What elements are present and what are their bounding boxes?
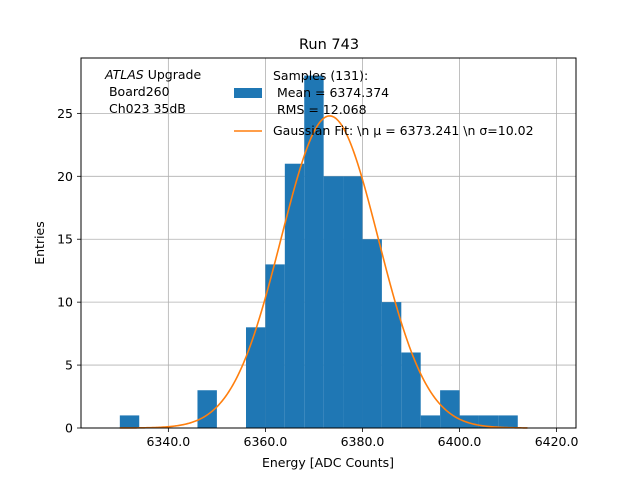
annotation-upgrade: Upgrade: [144, 67, 202, 82]
legend-mean-line: Mean = 6374.374: [273, 85, 389, 100]
histogram-bar: [459, 415, 479, 428]
histogram-bars: [119, 75, 518, 428]
y-axis-ticks: 0 5 10 15 20 25: [57, 106, 81, 436]
histogram-bar: [284, 163, 305, 428]
histogram-bar: [478, 415, 499, 428]
histogram-bar: [265, 264, 285, 428]
y-tick-label: 25: [57, 106, 73, 121]
histogram-bar: [246, 327, 266, 428]
y-tick-label: 10: [57, 295, 73, 310]
annotation-atlas: ATLAS: [104, 67, 144, 82]
histogram-bar: [323, 176, 344, 428]
plot-frame: [80, 57, 577, 429]
x-tick-label: 6380.0: [341, 434, 385, 449]
x-tick-label: 6360.0: [244, 434, 288, 449]
y-axis-label: Entries: [32, 221, 47, 265]
chart-title: Run 743: [299, 37, 359, 53]
legend: Samples (131): Mean = 6374.374 RMS = 12.…: [234, 68, 534, 138]
legend-fit-label: Gaussian Fit: \n μ = 6373.241 \n σ=10.02: [273, 123, 534, 138]
atlas-annotation: ATLAS Upgrade Board260 Ch023 35dB: [104, 67, 201, 116]
gaussian-fit-curve: [119, 115, 528, 429]
histogram-bar: [498, 415, 518, 428]
annotation-line-2: Board260: [105, 84, 170, 99]
y-tick-label: 20: [57, 169, 73, 184]
x-tick-label: 6420.0: [535, 434, 579, 449]
histogram-bar: [119, 415, 140, 428]
legend-rms-line: RMS = 12.068: [273, 102, 367, 117]
x-tick-label: 6400.0: [438, 434, 482, 449]
histogram-bar: [362, 239, 382, 428]
x-tick-label: 6340.0: [146, 434, 190, 449]
y-tick-label: 15: [57, 232, 73, 247]
legend-samples-line: Samples (131):: [273, 68, 368, 83]
y-tick-label: 0: [65, 421, 73, 436]
histogram-bar: [440, 390, 460, 428]
annotation-line-1: ATLAS Upgrade: [104, 67, 201, 82]
histogram-bar: [304, 75, 324, 428]
legend-histogram-swatch: [234, 88, 262, 98]
histogram-bar: [401, 352, 421, 428]
histogram-bar: [420, 415, 441, 428]
annotation-line-3: Ch023 35dB: [105, 101, 186, 116]
y-tick-label: 5: [65, 358, 73, 373]
histogram-bar: [343, 176, 363, 428]
x-axis-ticks: 6340.0 6360.0 6380.0 6400.0 6420.0: [146, 428, 578, 449]
histogram-bar: [381, 302, 402, 428]
x-axis-label: Energy [ADC Counts]: [262, 455, 394, 470]
